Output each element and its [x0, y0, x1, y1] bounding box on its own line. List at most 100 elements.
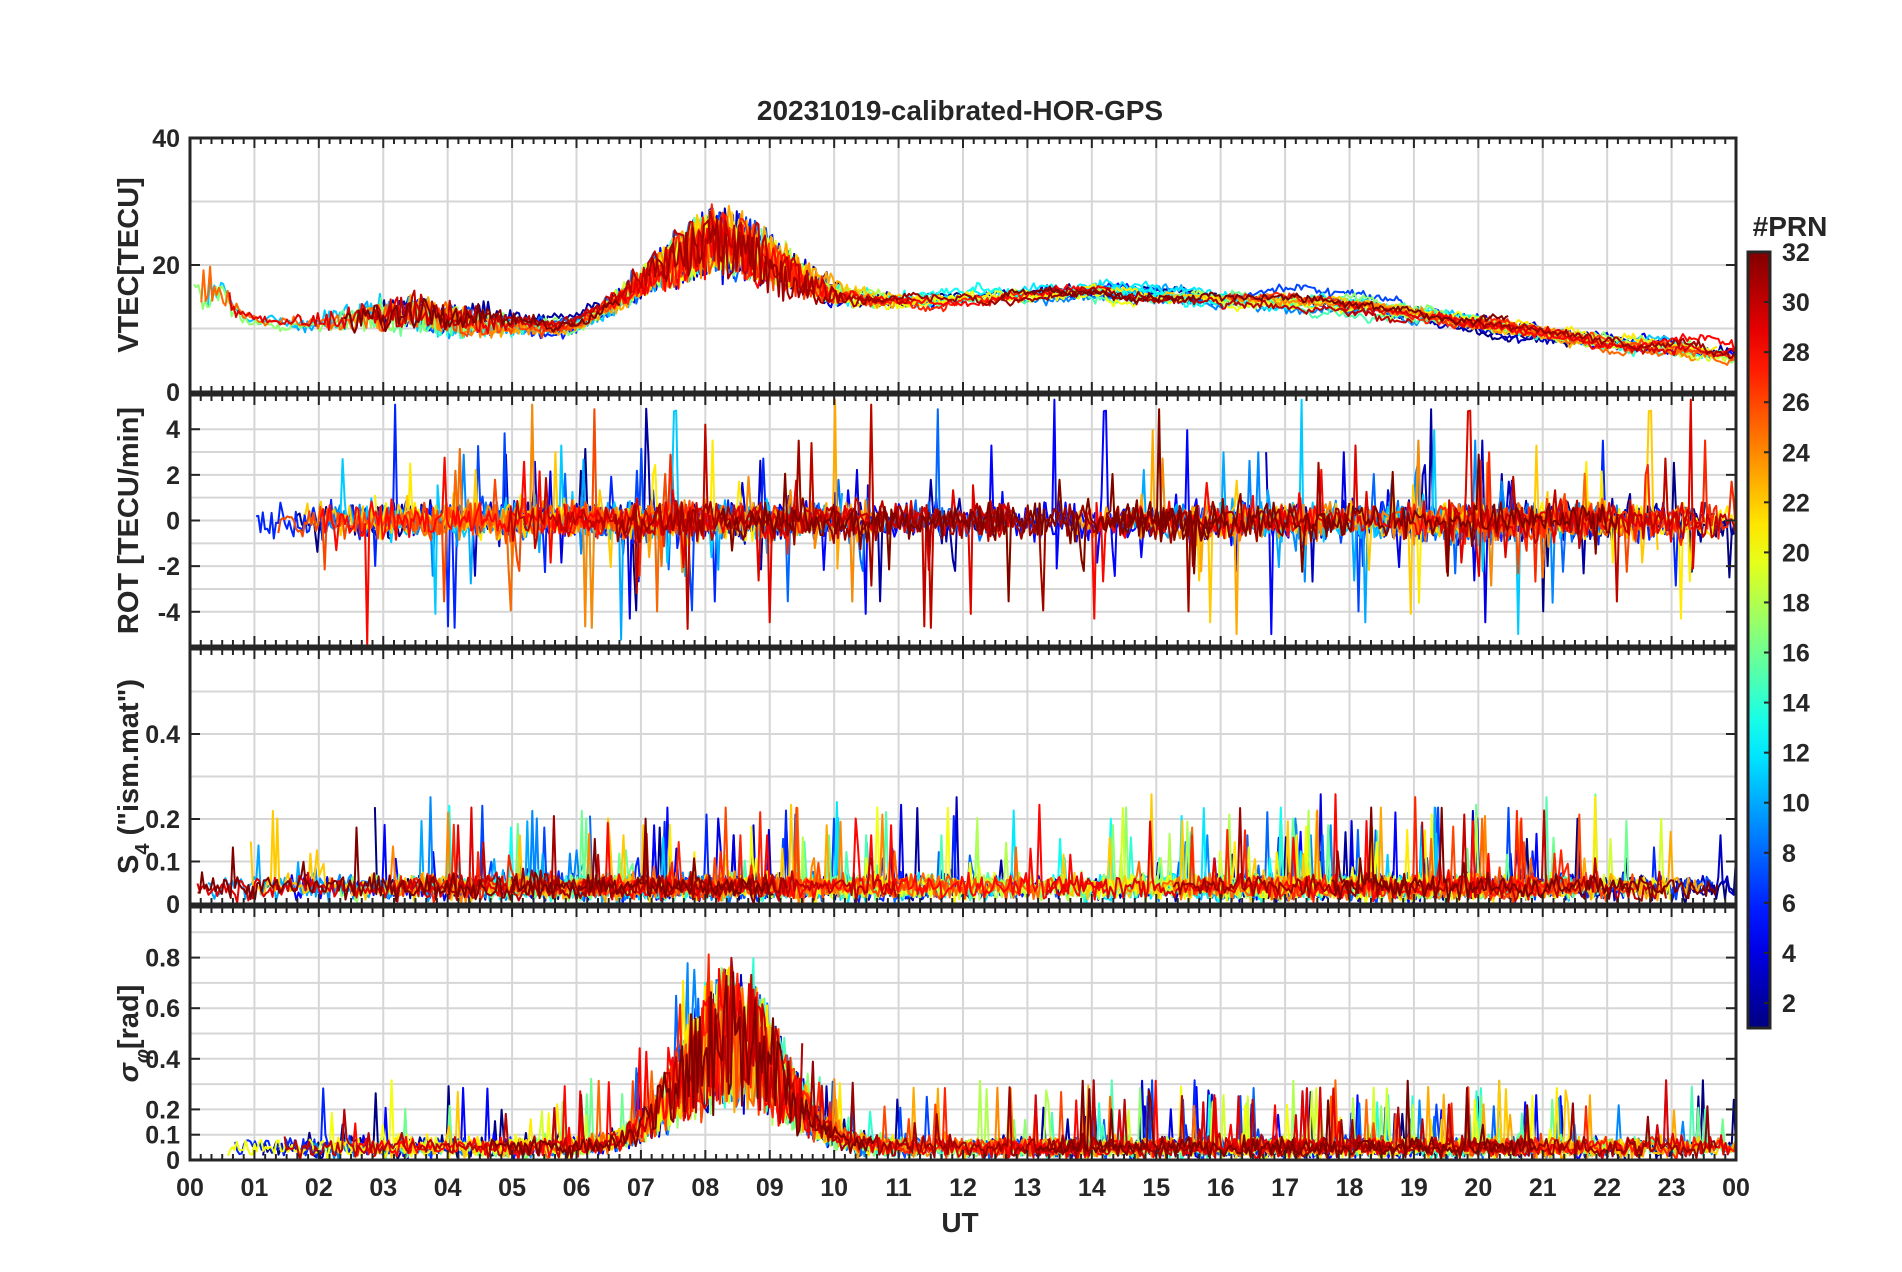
x-tick-label: 02	[305, 1174, 333, 1202]
rot-traces	[255, 398, 1736, 646]
x-tick-label: 07	[627, 1174, 655, 1202]
vtec-y-axis-label: VTEC[TECU]	[113, 177, 145, 353]
s4-y-tick-label: 0.1	[145, 849, 180, 877]
x-tick-label: 22	[1593, 1174, 1621, 1202]
prn-32-trace	[343, 298, 621, 334]
colorbar-tick-label: 26	[1782, 389, 1810, 417]
colorbar-tick-label: 10	[1782, 790, 1810, 818]
prn-30-trace	[373, 210, 916, 332]
x-axis-label: UT	[941, 1207, 978, 1238]
x-tick-label: 17	[1271, 1174, 1299, 1202]
x-tick-label: 15	[1142, 1174, 1170, 1202]
prn-32-trace	[1107, 453, 1619, 577]
x-tick-label: 00	[176, 1174, 204, 1202]
prn-31-trace	[614, 439, 1043, 587]
x-tick-label: 06	[563, 1174, 591, 1202]
prn-31-trace	[798, 1060, 1199, 1160]
x-tick-label: 19	[1400, 1174, 1428, 1202]
prn-28-trace	[319, 456, 610, 646]
rot-y-tick-label: 4	[166, 416, 180, 444]
vtec-y-tick-label: 0	[166, 379, 180, 407]
prn-31-trace	[1475, 318, 1736, 360]
x-tick-label: 12	[949, 1174, 977, 1202]
colorbar-tick-label: 30	[1782, 289, 1810, 317]
s4-y-tick-label: 0.4	[145, 721, 180, 749]
colorbar-tick-label: 2	[1782, 990, 1796, 1018]
prn-32-trace	[1331, 806, 1719, 904]
rot-y-axis-label: ROT [TECU/min]	[113, 407, 145, 634]
prn-28-trace	[1283, 793, 1548, 903]
panel-rot: -4 -2 0 2 4 ROT [TECU/min]	[113, 393, 1738, 648]
sigma_phi-y-tick-label: 0.2	[145, 1096, 180, 1124]
x-tick-label: 21	[1529, 1174, 1557, 1202]
colorbar-tick-label: 8	[1782, 840, 1796, 868]
colorbar-tick-label: 14	[1782, 690, 1810, 718]
s4-y-axis-label: S4 ("ism.mat")	[113, 679, 154, 874]
prn-30-trace	[394, 832, 897, 904]
rot-y-tick-label: 0	[166, 508, 180, 536]
colorbar-tick-label: 32	[1782, 239, 1810, 267]
sigma_phi-y-tick-label: 0.8	[145, 945, 180, 973]
prn-30-trace	[507, 403, 1016, 630]
x-tick-label: 01	[241, 1174, 269, 1202]
x-tick-label: 14	[1078, 1174, 1106, 1202]
prn-32-trace	[197, 817, 774, 904]
x-tick-label: 04	[434, 1174, 462, 1202]
colorbar-tick-label: 20	[1782, 539, 1810, 567]
colorbar-tick-label: 22	[1782, 489, 1810, 517]
x-tick-label: 05	[498, 1174, 526, 1202]
prn-32-trace	[488, 971, 874, 1160]
colorbar-tick-label: 28	[1782, 339, 1810, 367]
chart-title: 20231019-calibrated-HOR-GPS	[757, 95, 1163, 126]
colorbar-tick-label: 16	[1782, 640, 1810, 668]
colorbar-tick-label: 4	[1782, 940, 1796, 968]
s4-y-tick-label: 0	[166, 891, 180, 919]
prn-32-trace	[1000, 285, 1509, 327]
x-tick-label: 09	[756, 1174, 784, 1202]
vtec-traces	[193, 203, 1736, 366]
sigma_phi-traces	[227, 953, 1736, 1160]
prn-28-trace	[580, 803, 1107, 903]
prn-31-trace	[1172, 807, 1421, 900]
rot-y-tick-label: -4	[158, 599, 180, 627]
prn-29-trace	[1334, 301, 1736, 357]
x-tick-label: 11	[885, 1174, 912, 1202]
x-tick-label: 08	[691, 1174, 719, 1202]
vtec-y-tick-label: 20	[152, 252, 180, 280]
x-tick-label: 18	[1336, 1174, 1364, 1202]
x-tick-label: 03	[369, 1174, 397, 1202]
rot-y-tick-label: -2	[158, 553, 180, 581]
sigma_phi-y-tick-label: 0	[166, 1147, 180, 1175]
prn-27-trace	[1188, 796, 1576, 903]
s4-y-tick-label: 0.2	[145, 806, 180, 834]
vtec-y-tick-label: 40	[152, 125, 180, 153]
x-tick-label: 20	[1464, 1174, 1492, 1202]
colorbar-tick-label: 24	[1782, 439, 1810, 467]
colorbar-tick-label: 18	[1782, 589, 1810, 617]
x-tick-label: 23	[1658, 1174, 1686, 1202]
colorbar-gradient	[1746, 250, 1772, 1030]
sigma_phi-y-tick-label: 0.1	[145, 1122, 180, 1150]
panel-s4: 0 0.1 0.2 0.4S4 ("ism.mat")	[113, 647, 1738, 919]
colorbar-tick-label: 6	[1782, 890, 1796, 918]
x-tick-label: 10	[820, 1174, 848, 1202]
x-tick-label: 16	[1207, 1174, 1235, 1202]
panel-sigma_phi: 00.10.2 0.4 0.6 0.8 σφ[rad]	[113, 905, 1738, 1175]
x-tick-label: 13	[1014, 1174, 1042, 1202]
sigma_phi-y-tick-label: 0.6	[145, 995, 180, 1023]
prn-32-trace	[1035, 1079, 1537, 1160]
rot-y-tick-label: 2	[166, 462, 180, 490]
sigma_phi-y-axis-label: σφ[rad]	[113, 985, 154, 1083]
x-axis: 00 01 02 03 04 05 06 07 08 09 10 11 12 13 14 15 16 17 18 19…	[176, 1174, 1750, 1202]
colorbar-tick-label: 12	[1782, 740, 1810, 768]
x-tick-label: 00	[1722, 1174, 1750, 1202]
s4-traces	[196, 793, 1736, 904]
prn-30-trace	[1421, 809, 1668, 904]
prn-31-trace	[647, 218, 1183, 308]
colorbar-label: #PRN	[1753, 211, 1828, 242]
